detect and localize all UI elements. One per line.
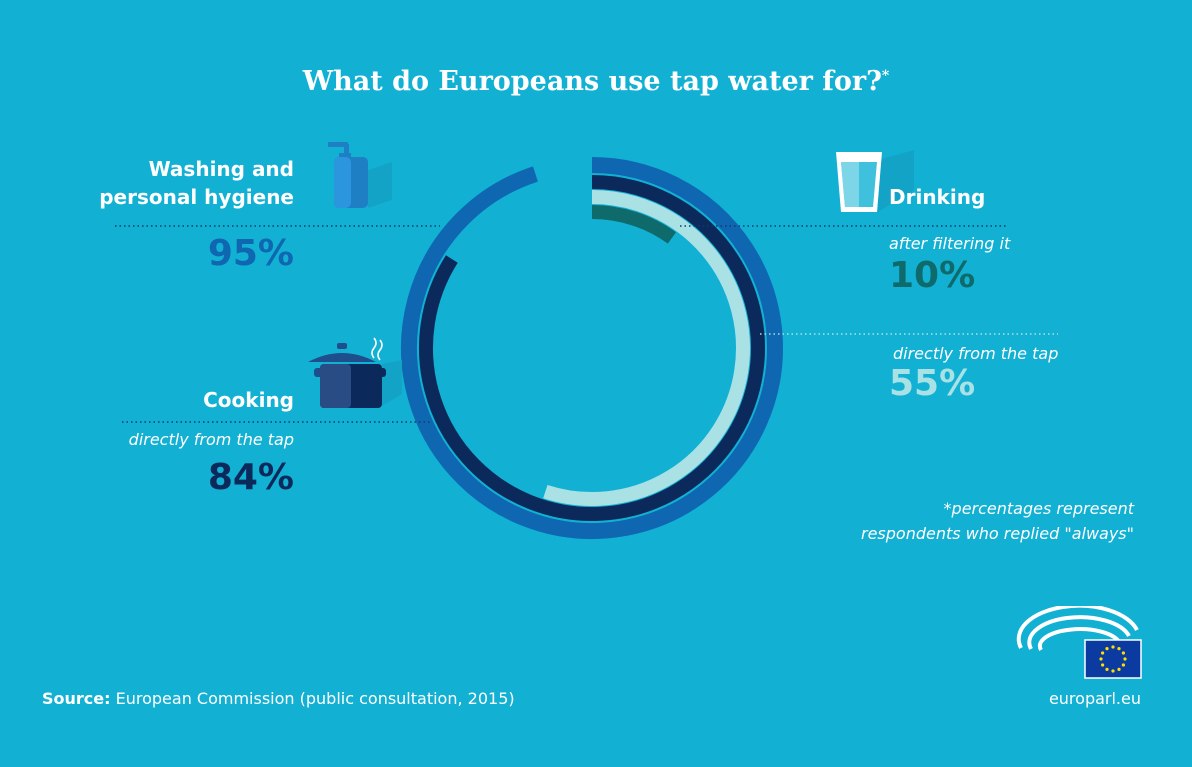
eu-star-icon — [1101, 651, 1105, 655]
ring-arc-3 — [543, 190, 750, 506]
ring-arc-1 — [401, 157, 783, 539]
ring-arc-2 — [419, 175, 765, 521]
brand-link[interactable]: europarl.eu — [1048, 689, 1141, 708]
drinking-tap-percent: 55% — [889, 363, 976, 404]
ring-arc-4 — [591, 205, 677, 244]
eu-star-icon — [1123, 657, 1127, 661]
eu-star-icon — [1121, 651, 1125, 655]
washing-label: Washing and personal hygiene — [99, 157, 294, 209]
european-parliament-logo — [1016, 606, 1142, 679]
eu-star-icon — [1099, 657, 1103, 661]
cooking-percent: 84% — [207, 457, 294, 498]
water-glass-icon — [836, 150, 914, 212]
eu-star-icon — [1105, 667, 1109, 671]
eu-star-icon — [1101, 663, 1105, 667]
eu-star-icon — [1111, 645, 1115, 649]
soap-dispenser-icon — [328, 142, 392, 208]
eu-star-icon — [1105, 647, 1109, 651]
eu-star-icon — [1117, 647, 1121, 651]
drinking-tap-sub: directly from the tap — [893, 344, 1059, 363]
cooking-label: Cooking — [203, 388, 294, 412]
drinking-filtered-percent: 10% — [889, 255, 976, 296]
cooking-sub: directly from the tap — [128, 430, 294, 449]
source-text: Source: European Commission (public cons… — [42, 689, 515, 708]
washing-percent: 95% — [207, 233, 294, 274]
chart-title: What do Europeans use tap water for?* — [302, 66, 890, 97]
footnote: *percentages represent respondents who r… — [861, 499, 1134, 543]
eu-star-icon — [1121, 663, 1125, 667]
drinking-label: Drinking — [889, 185, 986, 209]
eu-star-icon — [1111, 669, 1115, 673]
cooking-pot-icon — [308, 337, 402, 408]
eu-star-icon — [1117, 667, 1121, 671]
drinking-filtered-sub: after filtering it — [889, 234, 1011, 253]
